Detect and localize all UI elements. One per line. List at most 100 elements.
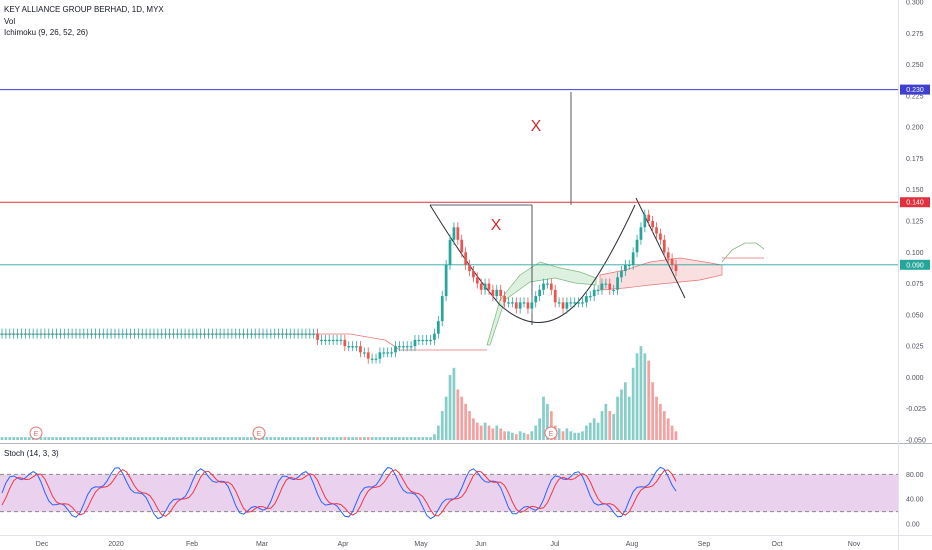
time-tick-label: Apr xyxy=(338,541,350,548)
candle-body xyxy=(456,227,460,240)
earnings-marker-3[interactable]: E xyxy=(544,426,558,440)
volume-bar xyxy=(211,437,214,440)
candle-body xyxy=(66,333,70,335)
volume-bar xyxy=(74,437,78,440)
candle-body xyxy=(62,333,66,335)
candle-body xyxy=(160,333,164,335)
volume-bar xyxy=(90,437,93,440)
candle-body xyxy=(530,302,534,309)
candle-body xyxy=(261,333,265,335)
candle-body xyxy=(140,333,144,335)
volume-bar xyxy=(561,431,565,440)
price-tick-label: 0.025 xyxy=(906,344,924,351)
symbol-title: KEY ALLIANCE GROUP BERHAD, 1D, MYX xyxy=(4,5,164,14)
volume-bar xyxy=(121,437,125,440)
candle-body xyxy=(608,283,612,290)
candle-body xyxy=(374,358,378,360)
volume-bar xyxy=(195,437,199,440)
candle-body xyxy=(281,333,284,335)
volume-bar xyxy=(160,437,164,440)
volume-bar xyxy=(312,437,316,440)
candle-body xyxy=(503,296,506,303)
volume-bar xyxy=(444,396,448,440)
volume-bar xyxy=(125,437,129,440)
candle-body xyxy=(343,339,347,347)
volume-bar xyxy=(487,425,491,440)
candle-body xyxy=(175,333,179,335)
handle-trendline[interactable] xyxy=(635,197,686,299)
candle-body xyxy=(121,333,125,335)
volume-bar xyxy=(214,437,218,440)
volume-bar xyxy=(651,382,654,440)
volume-bar xyxy=(234,437,238,440)
candle-body xyxy=(616,277,619,290)
volume-bar xyxy=(409,437,413,440)
candle-body xyxy=(288,333,292,335)
volume-bar xyxy=(98,437,101,440)
volume-bar xyxy=(27,437,31,440)
volume-bar xyxy=(86,437,90,440)
candle-body xyxy=(429,339,432,342)
candle-body xyxy=(623,264,627,272)
earnings-marker-1[interactable]: E xyxy=(29,426,43,440)
volume-bar xyxy=(191,437,195,440)
candle-body xyxy=(300,333,304,335)
price-tick-label: -0.025 xyxy=(906,406,926,413)
time-tick-label: Sep xyxy=(698,541,711,548)
volume-bar xyxy=(47,437,51,440)
volume-bar xyxy=(0,437,4,440)
stoch-tick-label: 40.00 xyxy=(906,497,924,504)
volume-bar xyxy=(362,437,366,440)
candle-body xyxy=(339,339,343,342)
candle-body xyxy=(518,302,522,309)
candle-body xyxy=(86,333,90,335)
volume-bar xyxy=(472,418,475,440)
candle-body xyxy=(351,346,354,348)
volume-bar xyxy=(433,434,436,440)
volume-bar xyxy=(292,437,296,440)
candle-body xyxy=(662,239,666,253)
volume-bar xyxy=(66,437,70,440)
candle-body xyxy=(105,333,109,335)
volume-bar xyxy=(199,437,203,440)
volume-bar xyxy=(78,437,82,440)
candle-body xyxy=(382,352,386,354)
candle-body xyxy=(39,333,43,335)
price-candles[interactable] xyxy=(0,209,678,364)
volume-bar xyxy=(140,437,144,440)
candle-body xyxy=(398,346,401,348)
candle-body xyxy=(148,333,152,335)
volume-bar xyxy=(249,437,253,440)
candle-body xyxy=(620,271,623,278)
candle-body xyxy=(495,289,499,297)
candle-body xyxy=(425,339,429,342)
volume-bar xyxy=(129,437,132,440)
candle-body xyxy=(468,264,471,272)
volume-bar xyxy=(604,403,608,440)
candle-body xyxy=(604,283,608,285)
volume-bar xyxy=(59,437,62,440)
candle-body xyxy=(666,252,670,259)
x-annotation-upper[interactable]: X xyxy=(531,118,542,135)
candle-body xyxy=(401,346,405,348)
candle-body xyxy=(109,333,113,335)
volume-bar xyxy=(288,437,292,440)
earnings-marker-2[interactable]: E xyxy=(252,426,266,440)
candle-body xyxy=(526,302,530,309)
stoch-tick-label: 80.00 xyxy=(906,472,924,479)
volume-bar xyxy=(394,437,397,440)
time-tick-label: Mar xyxy=(256,541,269,548)
volume-bar xyxy=(436,425,440,440)
stoch-legend[interactable]: Stoch (14, 3, 3) xyxy=(4,449,59,458)
x-annotation-lower[interactable]: X xyxy=(491,217,502,234)
vol-legend[interactable]: Vol xyxy=(4,17,16,26)
candle-body xyxy=(78,333,82,335)
candle-body xyxy=(499,289,503,297)
ichimoku-legend[interactable]: Ichimoku (9, 26, 52, 26) xyxy=(4,28,89,37)
svg-text:0.090: 0.090 xyxy=(906,262,924,269)
volume-bar xyxy=(335,437,339,440)
time-tick-label: 2020 xyxy=(108,541,124,548)
candle-body xyxy=(152,333,156,335)
candle-body xyxy=(452,227,456,240)
